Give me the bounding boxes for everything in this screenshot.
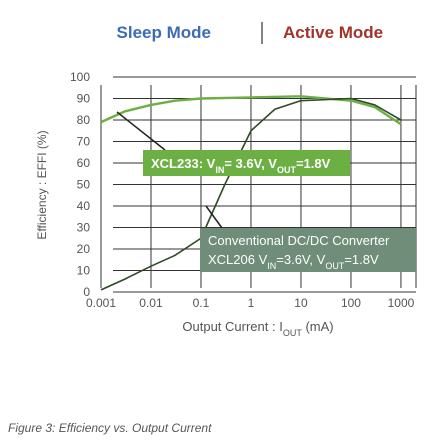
x-tick-label: 100 — [341, 296, 361, 310]
y-tick-label: 40 — [77, 199, 91, 213]
y-tick-label: 0 — [83, 285, 90, 299]
x-axis-label: Output Current : IOUT (mA) — [182, 319, 333, 338]
y-tick-label: 80 — [77, 113, 91, 127]
annotation-title: Conventional DC/DC Converter — [208, 233, 390, 248]
title-sleep: Sleep Mode — [117, 23, 211, 42]
x-axis-label-part: (mA) — [302, 319, 334, 334]
title-active: Active Mode — [283, 23, 383, 42]
annotation-part: OUT — [325, 261, 345, 271]
y-tick-label: 50 — [77, 178, 91, 192]
annotation-part: = 3.6V, V — [224, 156, 277, 171]
series-line — [100, 95, 402, 126]
x-axis-label-part: OUT — [283, 328, 303, 338]
x-tick-label: 10 — [294, 296, 308, 310]
annotation-part: IN — [267, 261, 276, 271]
leader-line — [116, 111, 166, 151]
y-tick-label: 30 — [77, 221, 91, 235]
annotation-part: =1.8V — [344, 252, 379, 267]
annotation-part: OUT — [277, 165, 297, 175]
y-tick-label: 70 — [77, 135, 91, 149]
y-tick-label: 20 — [77, 242, 91, 256]
y-axis-label: Efficiency : EFFI (%) — [35, 130, 49, 239]
annotation-part: XCL206 V — [208, 252, 268, 267]
annotation-text: XCL233: VIN= 3.6V, VOUT=1.8V — [151, 156, 331, 175]
y-tick-label: 100 — [70, 70, 90, 84]
annotation-box — [143, 150, 350, 176]
x-tick-label: 1000 — [388, 296, 415, 310]
y-tick-label: 90 — [77, 92, 91, 106]
x-tick-label: 0.1 — [193, 296, 210, 310]
annotation-part: =3.6V, V — [276, 252, 325, 267]
y-tick-label: 60 — [77, 156, 91, 170]
annotation-part: =1.8V — [296, 156, 331, 171]
annotation-part: IN — [215, 165, 224, 175]
annotation-part: XCL233: V — [151, 156, 216, 171]
x-axis-label-part: Output Current : I — [182, 319, 282, 334]
x-tick-label: 0.01 — [139, 296, 163, 310]
x-tick-label: 1 — [248, 296, 255, 310]
annotation-text: XCL206 VIN=3.6V, VOUT=1.8V — [208, 252, 379, 271]
x-tick-label: 0.001 — [86, 296, 116, 310]
caption: Figure 3: Efficiency vs. Output Current — [8, 421, 212, 435]
y-tick-label: 10 — [77, 264, 91, 278]
annotation-box — [200, 228, 416, 272]
leader-line — [205, 205, 223, 229]
